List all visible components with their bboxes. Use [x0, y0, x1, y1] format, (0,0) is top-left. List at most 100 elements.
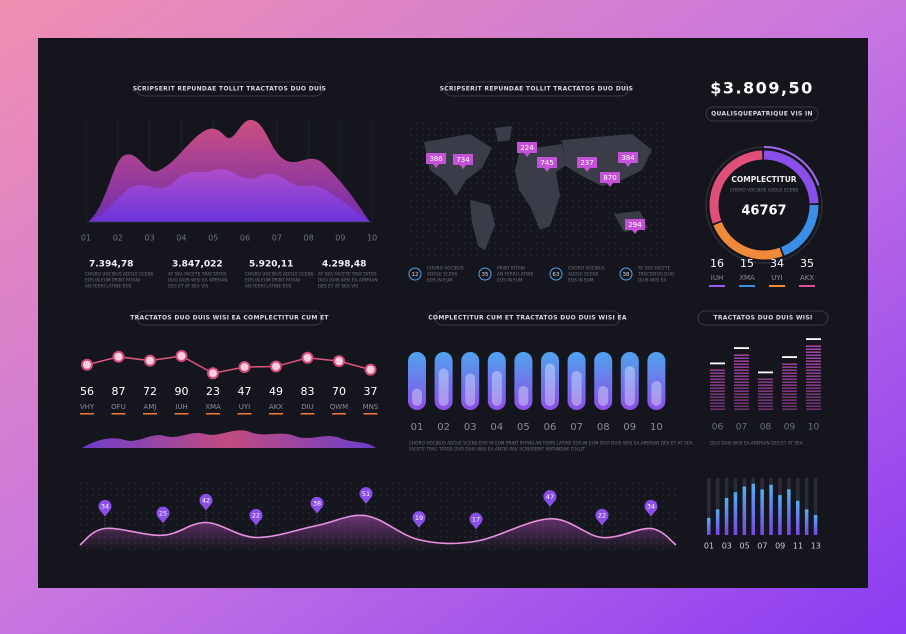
- map-pin: [625, 219, 645, 234]
- eq-stripe: [806, 396, 821, 398]
- stat-underline: [709, 285, 725, 287]
- wave-pin: [249, 508, 263, 526]
- x-label: 06: [240, 234, 250, 243]
- pill-level: [651, 381, 662, 406]
- point-label: AMJ: [144, 403, 157, 411]
- point-marker: [112, 350, 125, 363]
- bar-label: 07: [757, 542, 767, 551]
- title-pill: [444, 81, 629, 97]
- eq-stripe: [710, 387, 725, 389]
- point-underline: [111, 413, 126, 415]
- eq-stripe: [734, 399, 749, 401]
- bar: [787, 489, 791, 535]
- bar-track: [804, 478, 809, 535]
- pill-level: [598, 386, 609, 406]
- point-marker: [81, 358, 93, 371]
- wave-pin: [595, 508, 609, 526]
- eq-stripe: [782, 405, 797, 407]
- stat-underline: [769, 285, 785, 287]
- note: EOS IN EUM PRINT RITANI: [245, 278, 300, 284]
- pill-label: 02: [437, 422, 450, 433]
- point-underline: [174, 413, 189, 415]
- note: PRINT RITANI: [497, 266, 525, 272]
- point-value: 47: [238, 385, 252, 398]
- note: CHORO VOCIBUS ADOLE SCENS EOS IN EUM PRI…: [409, 441, 693, 447]
- eq-stripe: [782, 387, 797, 389]
- legend-value: 12: [412, 272, 419, 278]
- eq-stripe: [758, 390, 773, 392]
- map-pin: [618, 152, 638, 167]
- point-value: 87: [112, 385, 126, 398]
- note: DES ET AT SEA VIS: [318, 284, 358, 290]
- donut-segment: [709, 150, 763, 224]
- eq-stripe: [782, 402, 797, 404]
- map-pin: [600, 172, 620, 187]
- pill-level: [518, 386, 529, 406]
- eq-stripe: [710, 381, 725, 383]
- stat-value: 4.298,48: [322, 260, 366, 270]
- donut-title: COMPLECTITUR: [731, 175, 796, 184]
- x-label: 05: [208, 234, 218, 243]
- x-label: 07: [272, 234, 282, 243]
- bar-label: 05: [740, 542, 750, 551]
- eq-stripe: [734, 390, 749, 392]
- eq-stripe: [710, 396, 725, 398]
- wave-pin: [469, 512, 483, 530]
- point-marker: [364, 363, 377, 376]
- wave-pin: [543, 490, 557, 507]
- eq-stripe: [734, 408, 749, 410]
- eq-stripe: [734, 393, 749, 395]
- donut-value: 46767: [741, 204, 786, 219]
- eq-stripe: [782, 408, 797, 410]
- donut-subtitle: CHORO VOCIBUS ADOLE SCENS: [730, 188, 799, 194]
- point-label: DIU: [301, 403, 314, 411]
- bar-label: 11: [793, 542, 803, 551]
- map-pin: [577, 157, 597, 172]
- pill-track: [541, 352, 559, 410]
- eq-stripe: [758, 381, 773, 383]
- point-value: 49: [269, 385, 283, 398]
- eq-stripe: [710, 402, 725, 404]
- continent: [495, 126, 512, 142]
- bar: [778, 495, 782, 535]
- point-underline: [237, 413, 252, 415]
- pin-label: 870: [603, 174, 616, 182]
- eq-stripe: [734, 369, 749, 371]
- eq-stripe: [758, 384, 773, 386]
- eq-stripe: [734, 405, 749, 407]
- eq-stripe: [806, 405, 821, 407]
- pill-label: 03: [464, 422, 477, 433]
- point-underline: [332, 413, 346, 415]
- wave-value: 34: [647, 503, 655, 511]
- pin-label: 384: [621, 154, 635, 162]
- bar-label: 13: [811, 542, 821, 551]
- bar: [742, 486, 747, 535]
- title-pill: [697, 310, 829, 326]
- point-label: QWM: [330, 403, 348, 411]
- eq-cap: [806, 338, 821, 340]
- title-pill: [434, 310, 621, 326]
- wave-pin: [199, 493, 213, 511]
- eq-stripe: [782, 393, 797, 395]
- title-pill: [136, 310, 323, 326]
- eq-stripe: [782, 396, 797, 398]
- donut-segment: [713, 221, 783, 260]
- wave-value: 47: [546, 493, 554, 501]
- eq-stripe: [782, 369, 797, 371]
- panel-title: QUALISQUEPATRIQUE VIS IN: [711, 111, 813, 118]
- wave-pin: [412, 511, 426, 528]
- bar-label: 09: [775, 542, 785, 551]
- eq-label: 09: [784, 423, 796, 433]
- pill-level: [491, 371, 502, 406]
- stat-value: 35: [800, 257, 814, 270]
- legend-value: 35: [482, 272, 489, 278]
- donut-accent: [763, 146, 820, 186]
- panel-title: SCRIPSERIT REPUNDAE TOLLIT TRACTATOS DUO…: [440, 86, 634, 93]
- pill-label: 01: [411, 422, 424, 433]
- panel-title: TRACTATOS DUO DUIS WISI EA COMPLECTITUR …: [130, 315, 329, 322]
- legend-value: 63: [553, 272, 560, 278]
- wave-value: 51: [362, 490, 370, 498]
- map-pin: [537, 157, 557, 172]
- eq-stripe: [806, 399, 821, 401]
- eq-stripe: [758, 396, 773, 398]
